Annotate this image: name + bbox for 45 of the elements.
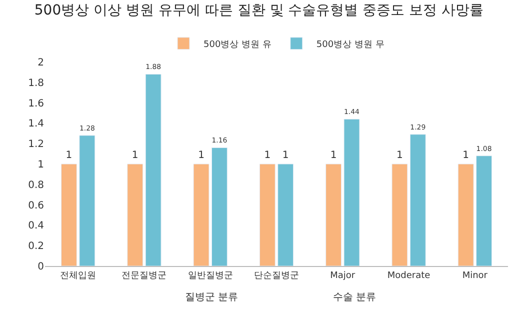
y-tick-label: 1.8 [28, 78, 44, 89]
y-tick-label: 0.8 [28, 180, 44, 191]
bar [344, 118, 360, 266]
data-label: 1 [132, 150, 138, 161]
text: 질병군 분류 [185, 292, 238, 303]
y-tick-label: 1 [38, 160, 44, 170]
y-tick-label: 0.2 [28, 241, 44, 252]
legend-label: 500병상 병원 유 [204, 40, 272, 50]
y-tick-label: 0.4 [28, 220, 44, 232]
bar [61, 164, 77, 266]
chart-title: 500병상 이상 병원 유무에 따른 질환 및 수술유형별 중증도 보정 사망률 [34, 2, 484, 19]
x-tick-label: Minor [462, 270, 488, 281]
bar [259, 164, 276, 266]
data-label: 1 [264, 150, 271, 161]
x-tick-label: Major [330, 270, 356, 281]
x-tick-label: 전문질병군 [122, 270, 167, 281]
y-tick-label: 1.2 [28, 139, 44, 150]
text: 수술 분류 [333, 292, 376, 303]
y-tick-label: 1.4 [28, 118, 44, 130]
bar [278, 164, 294, 266]
bar [127, 164, 144, 266]
data-label: 1 [282, 150, 289, 161]
bar [79, 135, 96, 266]
bar [476, 156, 492, 266]
data-label: 1 [66, 150, 72, 161]
x-tick-label: 일반질병군 [188, 270, 233, 281]
bar [392, 164, 408, 266]
legend-label: 500병상 병원 무 [316, 40, 384, 50]
data-label: 1 [198, 150, 204, 161]
bar [145, 74, 162, 266]
data-label: 1 [462, 150, 470, 161]
data-label: 1 [396, 150, 403, 161]
bar [458, 164, 474, 266]
bar [193, 164, 210, 266]
x-tick-label: 단순질병군 [254, 270, 299, 281]
y-tick-label: 0 [38, 262, 44, 272]
x-tick-label: 전체입원 [60, 270, 96, 281]
bar [326, 164, 342, 266]
y-tick-label: 2 [38, 58, 44, 68]
x-tick-label: Moderate [387, 270, 431, 281]
bar [211, 147, 228, 266]
y-tick-label: 0.6 [28, 200, 44, 212]
y-tick-label: 1.6 [28, 98, 44, 110]
bar [410, 134, 426, 266]
data-label: 1 [330, 150, 337, 161]
